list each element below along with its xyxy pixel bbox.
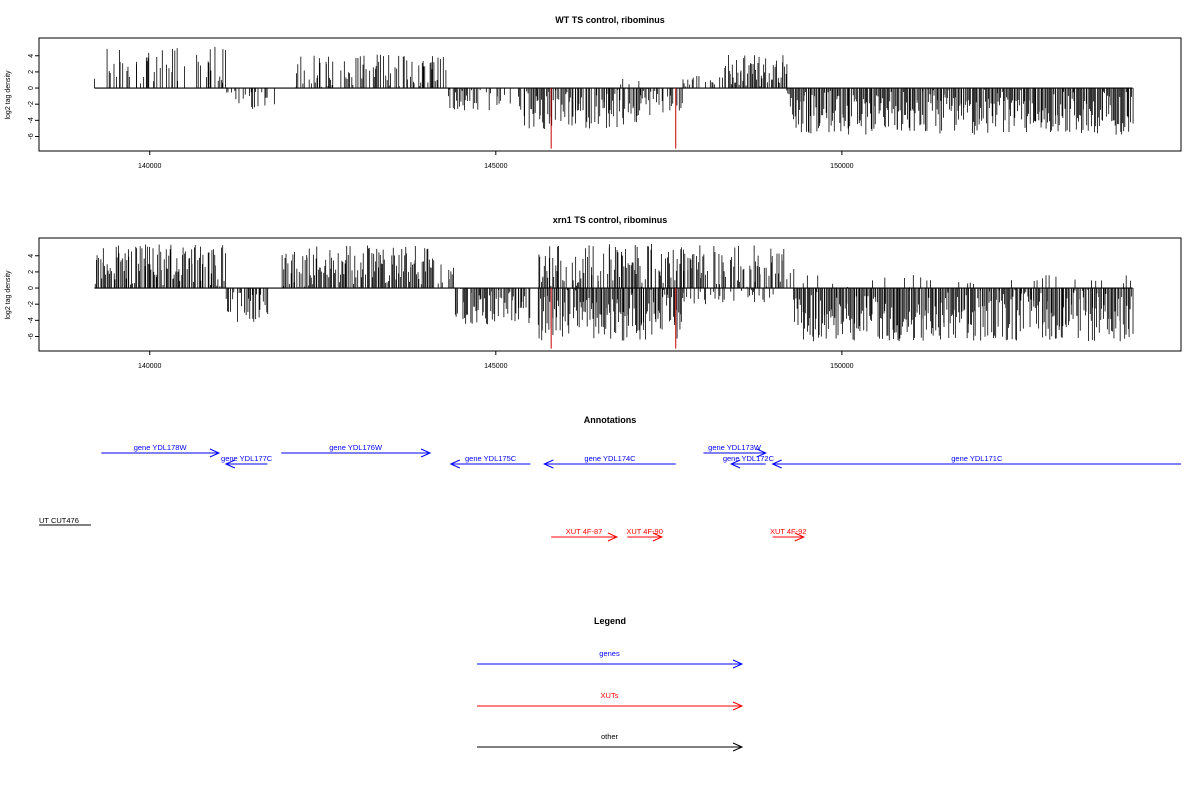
y-tick-label: 0 [28,286,35,290]
y-tick-label: 0 [28,86,35,90]
x-tick-label: 140000 [138,163,161,170]
legend-label: XUTs [601,691,619,700]
y-tick-label: -6 [28,133,35,139]
other-label: UT CUT476 [39,516,79,525]
gene-label: gene YDL172C [723,454,775,463]
legend-item: other [477,732,744,752]
xrn1-density-panel: xrn1 TS control, ribominus log2 tag dens… [5,215,1182,370]
gene-label: gene YDL171C [951,454,1003,463]
axes: 4 2 0 -2 -4 -6 140000 145000 150000 [28,237,1182,370]
y-tick-label: -2 [28,301,35,307]
y-tick-label: 2 [28,70,35,74]
y-tick-label: 4 [28,54,35,58]
xut-arrow: XUT 4F-87 [551,527,619,542]
xut-arrow: XUT 4F-92 [770,527,807,542]
legend-label: genes [599,649,620,658]
gene-arrow: gene YDL172C [723,454,775,469]
gene-label: gene YDL177C [221,454,273,463]
gene-label: gene YDL173W [708,443,762,452]
legend-label: other [601,732,619,741]
x-tick-label: 150000 [830,163,853,170]
x-tick-label: 140000 [138,363,161,370]
y-axis-label: log2 tag density [5,270,12,320]
gene-label: gene YDL176W [329,443,383,452]
plot-frame [38,37,1182,152]
y-tick-label: -4 [28,117,35,123]
wt-density-panel: WT TS control, ribominus log2 tag densit… [5,15,1182,170]
y-tick-label: -6 [28,333,35,339]
xut-label: XUT 4F-90 [626,527,663,536]
annotations-title: Annotations [584,415,637,425]
gene-arrow: gene YDL175C [449,454,531,469]
panel-title: xrn1 TS control, ribominus [553,215,668,225]
gene-arrow: gene YDL174C [543,454,676,469]
legend: Legend genes XUTs other [477,616,744,752]
legend-title: Legend [594,616,626,626]
gene-arrow: gene YDL177C [221,454,273,469]
xut-label: XUT 4F-92 [770,527,807,536]
y-tick-label: 2 [28,270,35,274]
xut-label: XUT 4F-87 [566,527,603,536]
bar-series [94,243,1134,342]
plot-frame [38,237,1182,352]
gene-arrow: gene YDL176W [281,443,432,458]
y-tick-label: 4 [28,254,35,258]
gene-label: gene YDL174C [584,454,636,463]
y-axis-label: log2 tag density [5,70,12,120]
marker-series [550,288,677,349]
gene-arrow: gene YDL171C [771,454,1181,469]
x-tick-label: 145000 [484,163,507,170]
legend-item: XUTs [477,691,744,711]
marker-series [550,88,677,149]
x-tick-label: 145000 [484,363,507,370]
y-tick-label: -4 [28,317,35,323]
panel-title: WT TS control, ribominus [555,15,665,25]
gene-arrow: gene YDL173W [703,443,767,458]
axes: 4 2 0 -2 -4 -6 140000 145000 150000 [28,37,1182,170]
gene-arrow: gene YDL178W [101,443,221,458]
x-tick-label: 150000 [830,363,853,370]
gene-label: gene YDL178W [134,443,188,452]
annotations-panel: Annotations gene YDL178W gene YDL177C gene… [39,415,1181,542]
gene-label: gene YDL175C [465,454,517,463]
xut-arrow: XUT 4F-90 [626,527,664,542]
other-feature: UT CUT476 [39,516,91,526]
legend-item: genes [477,649,744,669]
bar-series [94,46,1134,135]
y-tick-label: -2 [28,101,35,107]
